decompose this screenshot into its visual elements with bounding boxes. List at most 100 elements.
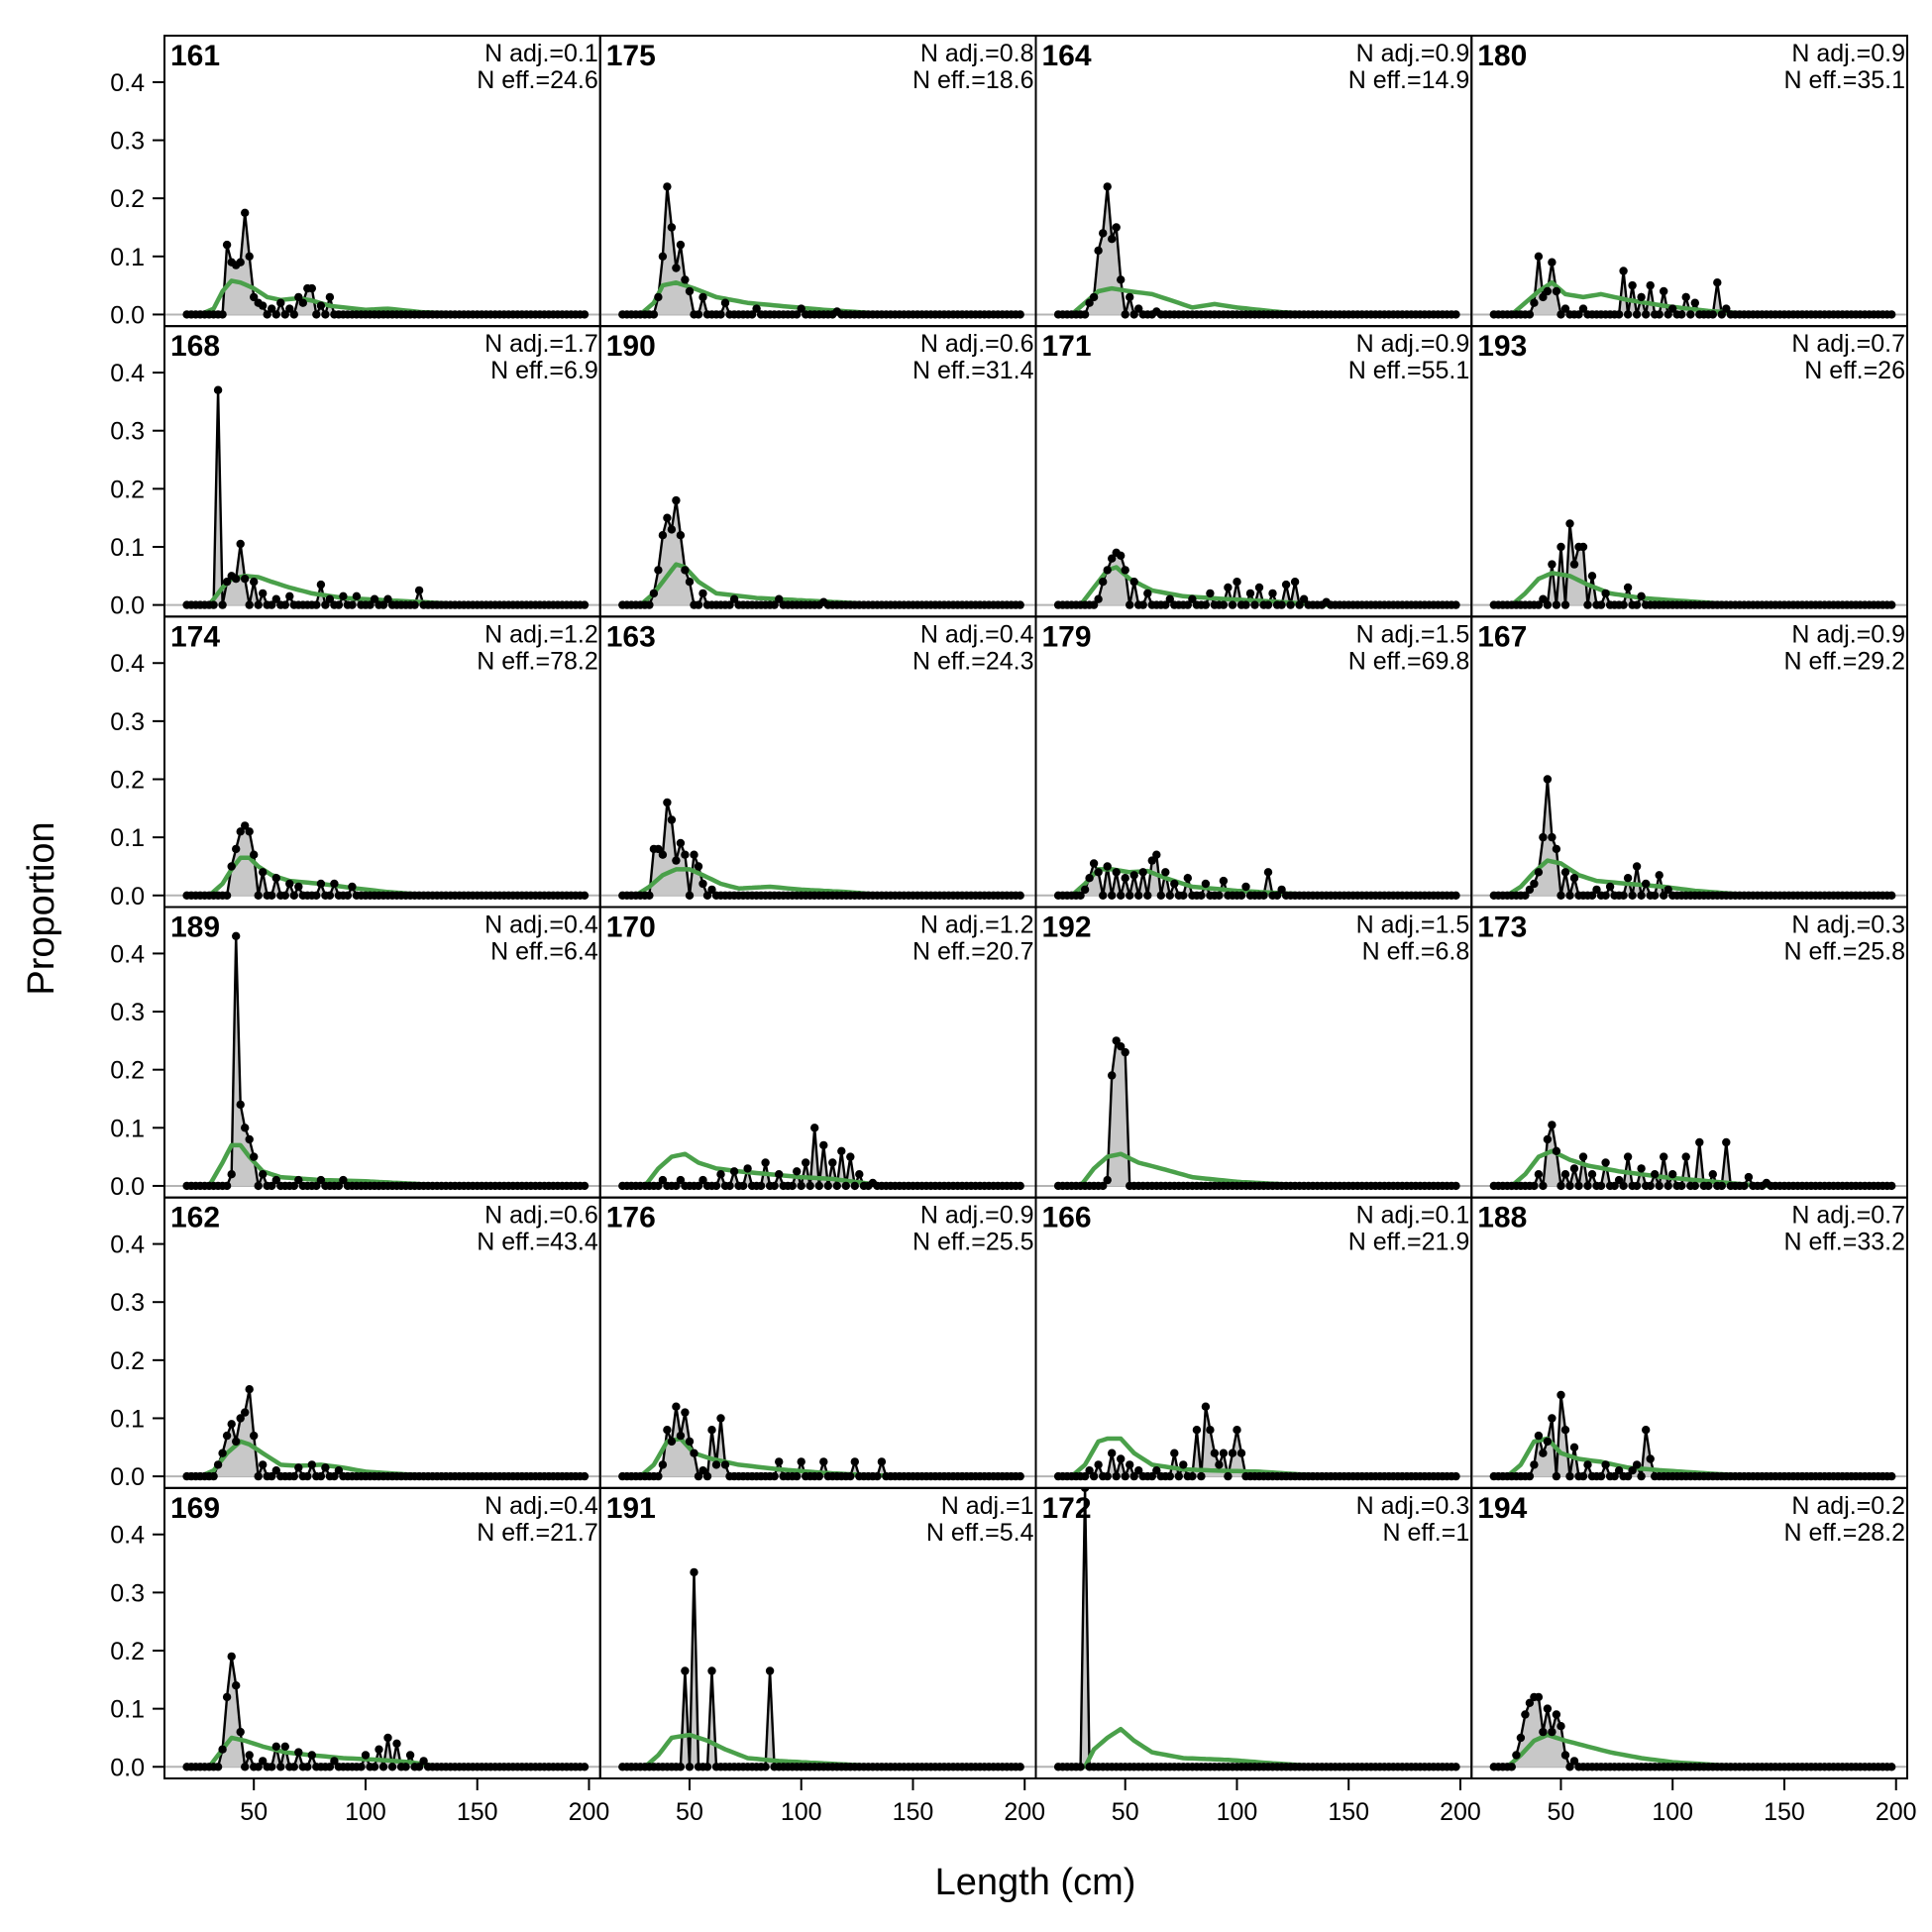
observed-point bbox=[1708, 1170, 1718, 1179]
observed-point bbox=[325, 891, 335, 900]
observed-point bbox=[667, 525, 677, 534]
observed-point bbox=[1080, 1487, 1090, 1492]
y-tick-label: 0.1 bbox=[110, 824, 145, 852]
panel-plot-area bbox=[1035, 1402, 1472, 1481]
observed-point bbox=[1094, 1460, 1103, 1469]
observed-point bbox=[681, 275, 690, 284]
observed-point bbox=[1642, 879, 1651, 889]
observed-point bbox=[1126, 292, 1134, 302]
observed-point bbox=[378, 600, 388, 609]
observed-point bbox=[1103, 182, 1112, 191]
x-tick-label: 50 bbox=[240, 1798, 268, 1826]
observed-point bbox=[1512, 1751, 1521, 1760]
observed-point bbox=[1188, 1471, 1197, 1481]
y-tick-label: 0.3 bbox=[110, 1289, 145, 1317]
observed-point bbox=[1556, 891, 1565, 900]
observed-point bbox=[1887, 1763, 1896, 1771]
observed-point bbox=[1236, 891, 1246, 900]
observed-point bbox=[667, 815, 677, 824]
observed-point bbox=[339, 591, 348, 600]
observed-point bbox=[1569, 874, 1579, 883]
panel-n-eff: N eff.=24.6 bbox=[477, 66, 598, 94]
panel-169: 169 N adj.=0.4N eff.=21.7 bbox=[163, 1486, 601, 1780]
observed-point bbox=[1134, 304, 1143, 313]
observed-point bbox=[846, 1152, 855, 1161]
panel-191: 191 N adj.=1N eff.=5.4 bbox=[598, 1486, 1037, 1780]
observed-point bbox=[1161, 600, 1170, 609]
y-tick-label: 0.3 bbox=[110, 128, 145, 156]
observed-point bbox=[1117, 551, 1126, 560]
observed-point bbox=[1642, 1426, 1651, 1435]
panel-n-eff: N eff.=43.4 bbox=[477, 1229, 598, 1256]
observed-point bbox=[1534, 1692, 1544, 1702]
observed-point bbox=[280, 600, 289, 609]
observed-point bbox=[1534, 868, 1544, 877]
observed-point bbox=[1152, 850, 1161, 859]
observed-point bbox=[676, 240, 686, 250]
panel-id-label: 161 bbox=[170, 40, 220, 72]
observed-point bbox=[1632, 310, 1642, 319]
observed-point bbox=[271, 1742, 280, 1752]
observed-point bbox=[1623, 310, 1633, 319]
observed-point bbox=[1887, 1471, 1896, 1481]
observed-point bbox=[850, 1457, 859, 1466]
observed-point bbox=[1451, 1763, 1460, 1771]
observed-point bbox=[676, 1763, 686, 1771]
observed-point bbox=[1016, 1471, 1024, 1481]
observed-point bbox=[580, 1471, 590, 1481]
observed-point bbox=[1646, 280, 1655, 290]
observed-point bbox=[738, 1181, 748, 1191]
observed-point bbox=[222, 1692, 232, 1702]
observed-point bbox=[1574, 310, 1583, 319]
observed-point bbox=[1080, 310, 1090, 319]
panel-n-adj: N adj.=0.4 bbox=[484, 1492, 598, 1520]
observed-point bbox=[711, 1460, 721, 1469]
panel-n-eff: N eff.=1 bbox=[1382, 1519, 1469, 1547]
observed-point bbox=[294, 1463, 303, 1472]
observed-point bbox=[694, 1471, 703, 1481]
panel-180: 180 N adj.=0.9N eff.=35.1 bbox=[1470, 35, 1908, 328]
observed-point bbox=[307, 1460, 316, 1469]
observed-point bbox=[213, 1763, 223, 1771]
panel-plot-area bbox=[1471, 1692, 1907, 1771]
observed-point bbox=[1076, 891, 1085, 900]
observed-point bbox=[698, 292, 707, 302]
observed-point bbox=[236, 539, 245, 549]
observed-point bbox=[1451, 1471, 1460, 1481]
observed-point bbox=[1619, 600, 1628, 609]
panel-188: 188 N adj.=0.7N eff.=33.2 bbox=[1470, 1196, 1908, 1489]
observed-point bbox=[1219, 1449, 1229, 1457]
observed-point bbox=[828, 1158, 837, 1167]
observed-point bbox=[1121, 310, 1129, 319]
observed-point bbox=[1165, 891, 1175, 900]
observed-point bbox=[685, 891, 695, 900]
observed-area bbox=[1058, 854, 1456, 896]
observed-point bbox=[1521, 1710, 1530, 1719]
observed-point bbox=[1147, 856, 1157, 865]
observed-point bbox=[667, 223, 677, 232]
x-tick-label: 200 bbox=[1876, 1798, 1917, 1826]
observed-point bbox=[1660, 1152, 1668, 1161]
observed-point bbox=[1112, 223, 1121, 232]
observed-point bbox=[676, 1431, 686, 1441]
observed-point bbox=[361, 1751, 371, 1760]
panel-163: 163 N adj.=0.4N eff.=24.3 bbox=[598, 615, 1037, 909]
observed-point bbox=[1134, 891, 1143, 900]
observed-point bbox=[236, 1100, 245, 1110]
observed-point bbox=[707, 885, 716, 895]
observed-point bbox=[694, 1181, 703, 1191]
observed-point bbox=[325, 292, 335, 302]
observed-point bbox=[797, 304, 805, 313]
observed-point bbox=[276, 298, 285, 307]
panel-id-label: 174 bbox=[170, 620, 220, 653]
observed-point bbox=[649, 589, 659, 598]
observed-point bbox=[232, 575, 241, 584]
observed-point bbox=[1170, 1449, 1179, 1457]
observed-point bbox=[1552, 1146, 1561, 1156]
observed-point bbox=[227, 1652, 236, 1662]
y-tick-label: 0.1 bbox=[110, 534, 145, 562]
observed-point bbox=[694, 310, 703, 319]
panel-176: 176 N adj.=0.9N eff.=25.5 bbox=[598, 1196, 1037, 1489]
observed-point bbox=[236, 1414, 245, 1423]
observed-point bbox=[1089, 859, 1099, 868]
